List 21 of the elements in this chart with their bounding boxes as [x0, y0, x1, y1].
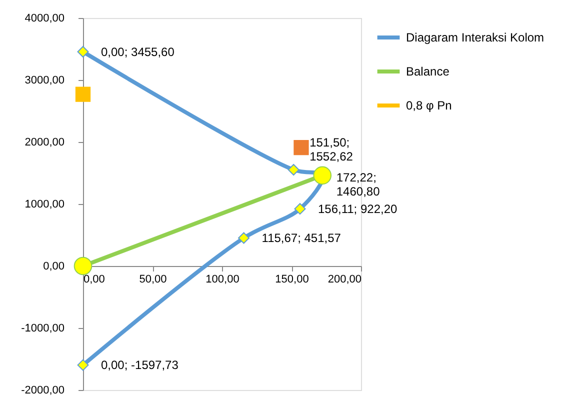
- x-tick-label: 50,00: [139, 274, 167, 286]
- y-tick-label: 2000,00: [24, 136, 64, 148]
- x-tick-label: 100,00: [206, 274, 240, 286]
- y-tick-label: -2000,00: [21, 384, 64, 396]
- y-tick-label: -1000,00: [21, 322, 64, 334]
- data-label: 151,50; 1552,62: [310, 136, 354, 164]
- data-label: 0,00; -1597,73: [101, 358, 179, 372]
- y-tick-label: 3000,00: [24, 74, 64, 86]
- legend-label: Balance: [406, 64, 450, 78]
- x-tick-label: 200,00: [328, 274, 362, 286]
- y-tick-label: 0,00: [43, 260, 64, 272]
- data-label: 0,00; 3455,60: [101, 44, 175, 59]
- data-label: 172,22; 1460,80: [336, 170, 380, 198]
- data-label: 115,67; 451,57: [262, 231, 342, 246]
- legend-label: Diagaram Interaksi Kolom: [406, 30, 544, 44]
- y-tick-label: 1000,00: [24, 198, 64, 210]
- x-tick-label: 150,00: [275, 274, 309, 286]
- data-label: 156,11; 922,20: [318, 202, 398, 216]
- y-tick-label: 4000,00: [24, 12, 64, 24]
- legend-label: 0,8 φ Pn: [406, 98, 452, 112]
- x-tick-label: 0,00: [84, 274, 105, 286]
